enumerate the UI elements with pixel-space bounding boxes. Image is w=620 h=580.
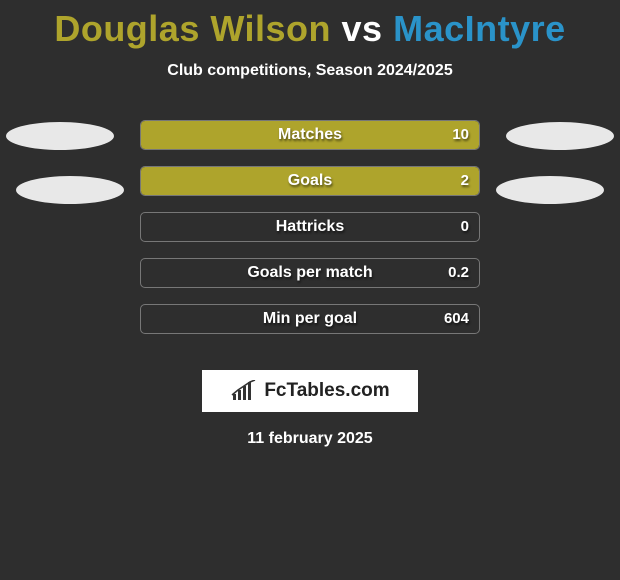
bar-value: 10 (452, 121, 469, 149)
bar-value: 604 (444, 305, 469, 333)
brand-text-fc: Fc (264, 380, 286, 401)
footer-date: 11 february 2025 (0, 430, 620, 448)
brand-logo: FcTables.com (202, 370, 418, 412)
ellipse-decoration-icon (496, 176, 604, 204)
ellipse-decoration-icon (6, 122, 114, 150)
ellipse-decoration-icon (16, 176, 124, 204)
bar-row: Min per goal 604 (140, 304, 480, 334)
bar-row: Goals per match 0.2 (140, 258, 480, 288)
subtitle: Club competitions, Season 2024/2025 (0, 62, 620, 80)
bar-row: Hattricks 0 (140, 212, 480, 242)
player2-name: MacIntyre (393, 8, 566, 49)
bar-label: Goals per match (141, 259, 479, 287)
bar-label: Hattricks (141, 213, 479, 241)
bar-value: 0.2 (448, 259, 469, 287)
bar-label: Matches (141, 121, 479, 149)
bar-value: 2 (461, 167, 469, 195)
player1-name: Douglas Wilson (54, 8, 331, 49)
page-title: Douglas Wilson vs MacIntyre (0, 0, 620, 50)
bar-chart-icon (230, 380, 258, 402)
bar-label: Min per goal (141, 305, 479, 333)
vs-label: vs (342, 8, 383, 49)
bar-row: Matches 10 (140, 120, 480, 150)
bars-container: Matches 10 Goals 2 Hattricks 0 Goals per… (140, 120, 480, 350)
ellipse-decoration-icon (506, 122, 614, 150)
bar-value: 0 (461, 213, 469, 241)
brand-text-rest: Tables.com (287, 380, 390, 401)
bar-row: Goals 2 (140, 166, 480, 196)
bar-label: Goals (141, 167, 479, 195)
brand-text: FcTables.com (264, 380, 389, 402)
comparison-chart: Matches 10 Goals 2 Hattricks 0 Goals per… (0, 120, 620, 360)
